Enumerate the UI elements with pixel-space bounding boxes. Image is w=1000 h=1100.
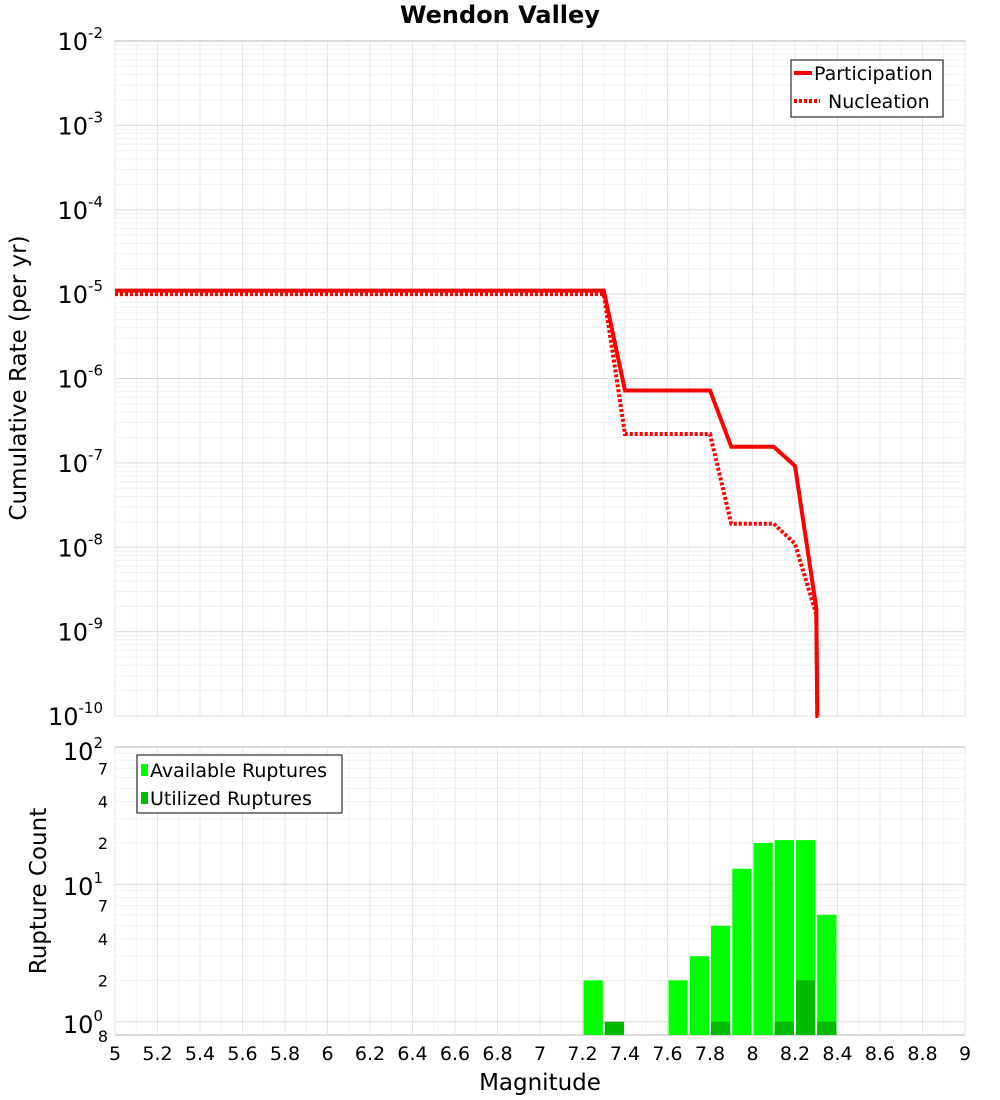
- bottom-y-minor-label: 4: [98, 930, 108, 949]
- x-tick-label: 5.4: [185, 1043, 215, 1065]
- legend-nucleation-label: Nucleation: [828, 91, 930, 113]
- bottom-y-tick-label: 100: [63, 1007, 103, 1039]
- x-tick-label: 5.6: [227, 1043, 257, 1065]
- x-axis-label: Magnitude: [479, 1070, 601, 1096]
- available-rupture-bar: [689, 956, 710, 1035]
- x-tick-label: 9: [959, 1043, 971, 1065]
- x-tick-label: 5: [109, 1043, 121, 1065]
- x-tick-label: 7.8: [695, 1043, 725, 1065]
- x-tick-label: 7.4: [610, 1043, 640, 1065]
- available-rupture-bar: [583, 980, 603, 1035]
- top-y-axis-label: Cumulative Rate (per yr): [6, 235, 32, 520]
- x-tick-label: 5.8: [270, 1043, 300, 1065]
- x-tick-label: 7: [534, 1043, 546, 1065]
- top-y-tick-labels: 10-2 10-3 10-4 10-5 10-6 10-7 10-8 10-9 10-10: [48, 24, 103, 731]
- top-y-tick-label: 10-9: [57, 615, 103, 647]
- utilized-rupture-bar: [796, 980, 816, 1035]
- available-rupture-bar: [817, 914, 837, 1035]
- x-tick-label: 6.6: [440, 1043, 470, 1065]
- cumulative-rate-panel: 10-2 10-3 10-4 10-5 10-6 10-7 10-8 10-9 10-10 Cu…: [6, 24, 966, 731]
- legend-participation-label: Participation: [814, 63, 933, 85]
- available-rupture-bar: [668, 980, 688, 1035]
- top-y-tick-label: 10-2: [57, 24, 103, 56]
- bottom-y-tick-label: 102: [63, 734, 103, 766]
- bottom-gridlines: [114, 747, 966, 1035]
- x-tick-label: 8.2: [780, 1043, 810, 1065]
- x-tick-label: 8: [746, 1043, 758, 1065]
- bottom-bars: [583, 840, 837, 1035]
- top-y-tick-label: 10-7: [57, 446, 103, 478]
- x-tick-label: 6.8: [482, 1043, 512, 1065]
- available-rupture-bar: [732, 868, 752, 1035]
- top-y-tick-label: 10-5: [57, 277, 103, 309]
- bottom-y-minor-label: 4: [98, 793, 108, 812]
- top-y-tick-label: 10-4: [57, 193, 103, 225]
- available-rupture-bar: [753, 843, 773, 1035]
- legend-utilized-label: Utilized Ruptures: [150, 788, 312, 810]
- top-y-tick-label: 10-6: [57, 362, 103, 394]
- legend-available-swatch: [141, 764, 148, 776]
- x-tick-label: 8.6: [865, 1043, 895, 1065]
- bottom-legend: Available Ruptures Utilized Ruptures: [136, 754, 343, 814]
- bottom-y-minor-label: 8: [98, 1027, 108, 1046]
- bottom-y-minor-label: 7: [98, 759, 108, 778]
- utilized-rupture-bar: [774, 1021, 794, 1035]
- bottom-y-minor-label: 7: [98, 897, 108, 916]
- x-tick-label: 6: [321, 1043, 333, 1065]
- utilized-rupture-bar: [817, 1021, 837, 1035]
- top-y-tick-label: 10-10: [48, 699, 103, 731]
- nucleation-line: [115, 292, 820, 718]
- rupture-count-panel: 102 101 100 7 4 2 7 4 2 8 Rupture Count Available…: [26, 734, 971, 1096]
- bottom-y-tick-label: 101: [63, 869, 103, 901]
- x-tick-label: 6.2: [355, 1043, 385, 1065]
- x-tick-label: 8.4: [822, 1043, 852, 1065]
- x-tick-label: 7.6: [652, 1043, 682, 1065]
- bottom-y-axis-label: Rupture Count: [26, 808, 52, 974]
- x-tick-label: 6.4: [397, 1043, 427, 1065]
- bottom-y-minor-label: 2: [98, 834, 108, 853]
- x-tick-label: 8.8: [907, 1043, 937, 1065]
- utilized-rupture-bar: [711, 1021, 731, 1035]
- bottom-y-tick-labels: 102 101 100 7 4 2 7 4 2 8: [63, 734, 108, 1046]
- x-tick-label: 5.2: [142, 1043, 172, 1065]
- top-series-lines: [115, 288, 820, 718]
- bottom-legend-box: [136, 754, 343, 814]
- available-rupture-bar: [711, 925, 731, 1035]
- top-legend: Participation Nucleation: [790, 59, 944, 118]
- legend-available-label: Available Ruptures: [150, 760, 327, 782]
- bottom-y-minor-label: 2: [98, 971, 108, 990]
- top-y-tick-label: 10-8: [57, 530, 103, 562]
- x-tick-labels: 5 5.2 5.4 5.6 5.8 6 6.2 6.4 6.6 6.8 7 7.2 7.4 7.6 7.8 8…: [109, 1043, 971, 1065]
- legend-utilized-swatch: [141, 792, 148, 804]
- available-rupture-bar: [774, 840, 794, 1035]
- participation-line: [115, 288, 820, 718]
- top-legend-box: [790, 59, 944, 118]
- chart-title: Wendon Valley: [400, 1, 600, 29]
- top-gridlines: [114, 41, 966, 717]
- utilized-rupture-bar: [604, 1021, 624, 1035]
- x-tick-label: 7.2: [567, 1043, 597, 1065]
- top-y-tick-label: 10-3: [57, 108, 103, 140]
